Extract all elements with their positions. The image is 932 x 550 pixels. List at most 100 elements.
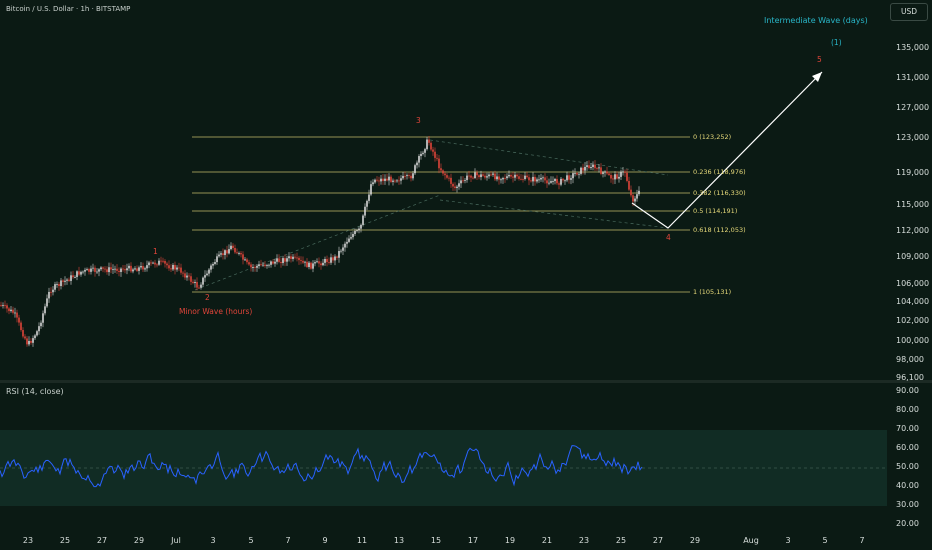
candle-body — [382, 178, 384, 181]
candle-body — [456, 186, 458, 189]
candle-body — [584, 166, 586, 171]
candle-body — [598, 167, 600, 169]
rsi-tick: 80.00 — [896, 405, 919, 414]
candle-body — [346, 241, 348, 244]
candle-body — [628, 180, 630, 190]
candle-body — [398, 180, 400, 182]
wave-projection-path[interactable] — [631, 71, 823, 229]
candle-body — [344, 243, 346, 248]
candle-body — [64, 280, 66, 282]
candle-body — [244, 259, 246, 261]
candle-body — [370, 184, 372, 195]
symbol-title[interactable]: Bitcoin / U.S. Dollar · 1h · BITSTAMP — [6, 5, 131, 13]
time-tick: 25 — [615, 536, 627, 545]
candle-body — [580, 167, 582, 174]
candle-body — [308, 262, 310, 268]
time-tick: 29 — [689, 536, 701, 545]
candle-body — [512, 176, 514, 178]
candle-body — [500, 179, 502, 181]
candle-body — [318, 261, 320, 264]
candle-body — [576, 173, 578, 175]
candle-body — [566, 175, 568, 181]
candle-body — [600, 167, 602, 174]
wave-label-4: 4 — [666, 233, 671, 242]
wave-label-3: 3 — [416, 116, 421, 125]
pane-divider[interactable] — [0, 380, 932, 383]
candle-body — [160, 260, 162, 262]
candle-body — [460, 180, 462, 184]
time-tick: Aug — [743, 536, 759, 545]
candle-body — [60, 280, 62, 287]
candle-body — [502, 178, 504, 180]
candle-body — [624, 171, 626, 173]
candle-body — [88, 269, 90, 272]
candle-body — [464, 180, 466, 181]
candle-body — [514, 174, 516, 178]
candle-body — [284, 258, 286, 262]
candle-body — [426, 139, 428, 150]
candle-body — [226, 250, 228, 254]
fib-label-0618: 0.618 (112,053) — [693, 226, 746, 234]
candle-body — [336, 256, 338, 258]
candle-body — [224, 250, 226, 256]
candle-body — [358, 228, 360, 231]
rsi-axis[interactable]: 90.00 80.00 70.00 60.00 50.00 40.00 30.0… — [887, 383, 932, 528]
candle-body — [414, 165, 416, 174]
candle-body — [44, 306, 46, 314]
candle-body — [422, 152, 424, 154]
candle-body — [220, 253, 222, 255]
price-pane[interactable]: Bitcoin / U.S. Dollar · 1h · BITSTAMP In… — [0, 0, 887, 380]
rsi-tick: 90.00 — [896, 386, 919, 395]
rsi-line[interactable] — [0, 445, 643, 488]
candle-body — [108, 267, 110, 273]
candle-body — [578, 173, 580, 175]
candle-body — [230, 245, 232, 250]
candle-body — [472, 177, 474, 179]
candle-body — [372, 182, 374, 185]
candle-body — [468, 175, 470, 177]
candle-body — [526, 175, 528, 178]
candle-body — [634, 198, 636, 202]
time-tick: 17 — [467, 536, 479, 545]
candle-body — [310, 262, 312, 269]
candle-body — [342, 247, 344, 251]
time-tick: 25 — [59, 536, 71, 545]
candle-body — [454, 186, 456, 189]
rsi-tick: 60.00 — [896, 443, 919, 452]
rsi-tick: 50.00 — [896, 462, 919, 471]
candle-body — [428, 139, 430, 143]
price-tick: 119,000 — [896, 168, 930, 177]
candle-body — [418, 156, 420, 163]
candle-body — [332, 257, 334, 261]
rsi-indicator-label[interactable]: RSI (14, close) — [6, 387, 64, 396]
fib-levels — [192, 136, 690, 293]
candle-body — [534, 176, 536, 182]
time-tick: 5 — [822, 536, 828, 545]
price-tick: 112,000 — [896, 226, 930, 235]
candle-body — [272, 261, 274, 264]
price-axis[interactable]: 135,000 131,000 127,000 123,000 119,000 … — [887, 0, 932, 382]
candle-body — [614, 174, 616, 180]
candle-body — [630, 189, 632, 196]
candle-body — [128, 265, 130, 269]
currency-selector[interactable]: USD — [890, 3, 928, 21]
candle-body — [546, 180, 548, 184]
candle-body — [432, 149, 434, 152]
candle-body — [610, 175, 612, 179]
candle-body — [442, 170, 444, 174]
rsi-pane[interactable] — [0, 383, 887, 523]
candle-body — [440, 168, 442, 171]
candle-body — [264, 264, 266, 266]
time-tick: 5 — [248, 536, 254, 545]
candle-body — [538, 179, 540, 181]
candle-body — [18, 317, 20, 323]
candle-body — [238, 253, 240, 254]
candle-body — [560, 178, 562, 185]
candle-body — [328, 262, 330, 263]
candle-body — [246, 259, 248, 263]
candle-body — [216, 256, 218, 263]
candle-body — [592, 164, 594, 168]
price-tick: 127,000 — [896, 103, 930, 112]
candle-body — [290, 256, 292, 259]
candle-body — [158, 260, 160, 265]
